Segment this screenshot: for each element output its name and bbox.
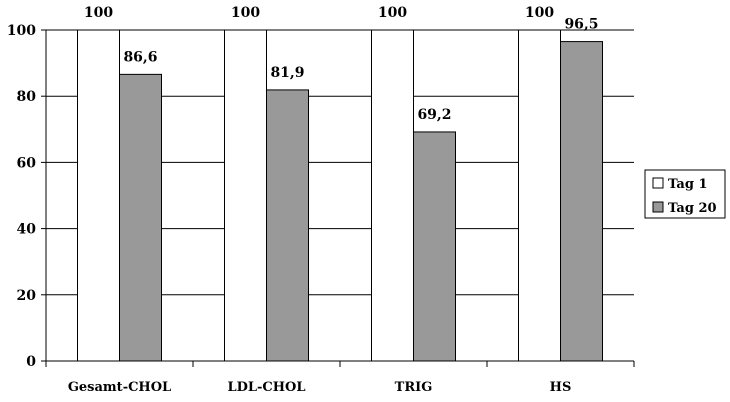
bar-tag-1-3 [518,29,561,362]
labels: 0 20 40 60 80 100 100 86,6 Gesamt-CHOL 100 81,9 LDL… [7,5,599,395]
y-tick-label-0: 0 [26,354,36,370]
data-label-tag-20-1: 81,9 [270,65,304,81]
y-tick-label-20: 20 [17,288,37,304]
data-label-tag-20-2: 69,2 [417,107,451,123]
x-tick-label-1: LDL-CHOL [227,380,305,395]
x-tick-label-2: TRIG [395,380,433,395]
data-label-tag-20-3: 96,5 [564,17,598,33]
x-tick-label-3: HS [550,380,572,395]
legend: Tag 1 Tag 20 [644,169,726,219]
data-label-tag-1-3: 100 [525,5,554,21]
axes [41,29,635,367]
bar-tag-20-2 [413,131,456,362]
data-label-tag-1-1: 100 [231,5,260,21]
legend-swatch-tag-20 [652,201,664,213]
data-label-tag-1-2: 100 [378,5,407,21]
bar-tag-20-3 [560,41,603,362]
x-tick-label-0: Gesamt-CHOL [68,380,171,395]
y-tick-label-60: 60 [17,155,37,171]
legend-label-tag-1: Tag 1 [668,177,708,192]
legend-label-tag-20: Tag 20 [668,201,717,216]
y-tick-label-80: 80 [17,89,37,105]
data-label-tag-1-0: 100 [84,5,113,21]
bar-tag-1-2 [371,29,414,362]
bar-tag-1-1 [224,29,267,362]
bar-tag-1-0 [77,29,120,362]
y-tick-label-40: 40 [17,222,37,238]
bar-tag-20-0 [119,73,162,362]
bar-tag-20-1 [266,89,309,362]
legend-swatch-tag-1 [652,177,664,189]
y-tick-label-100: 100 [7,23,36,39]
data-label-tag-20-0: 86,6 [123,49,157,65]
bars [77,29,603,362]
